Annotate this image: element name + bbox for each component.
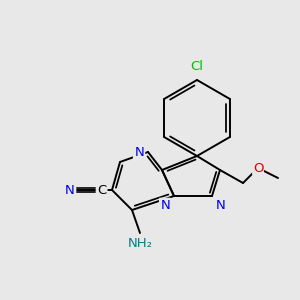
Text: N: N: [65, 184, 75, 196]
Text: C: C: [97, 184, 106, 196]
Text: NH₂: NH₂: [128, 237, 152, 250]
Text: N: N: [134, 146, 144, 158]
Text: N: N: [216, 199, 226, 212]
Text: N: N: [160, 199, 170, 212]
Text: Cl: Cl: [190, 60, 203, 73]
Text: O: O: [253, 161, 263, 175]
